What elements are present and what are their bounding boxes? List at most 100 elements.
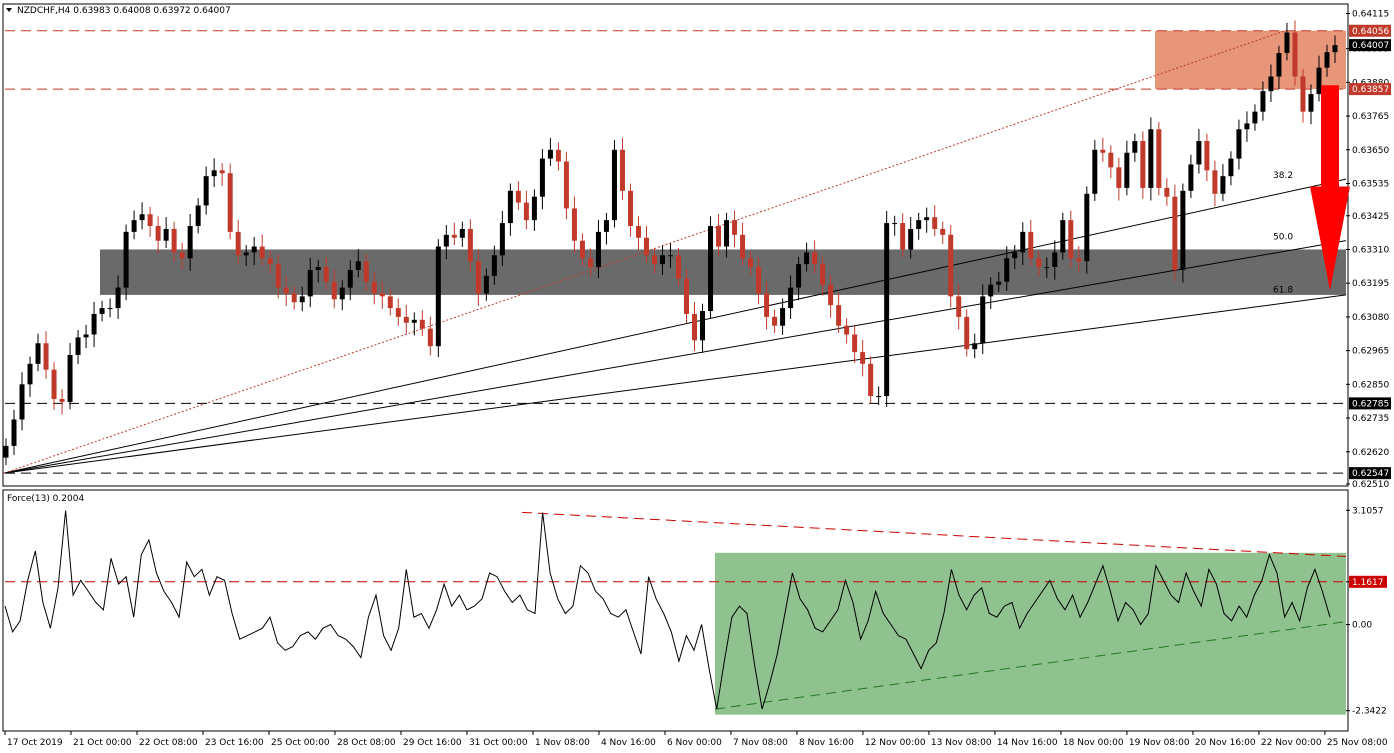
candle-body (788, 287, 794, 309)
time-tick-label: 14 Nov 16:00 (997, 738, 1058, 748)
candle-body (764, 293, 770, 317)
candle-body (163, 228, 169, 241)
candle-body (635, 226, 641, 238)
candle-body (1284, 32, 1290, 54)
candle-body (131, 220, 137, 232)
force-zone (715, 552, 1346, 715)
candle-body (91, 313, 97, 335)
time-tick-label: 7 Nov 08:00 (733, 738, 788, 748)
candle-body (1332, 45, 1338, 53)
main-panel-frame (2, 3, 1349, 487)
price-tick-label: 0.64115 (1352, 9, 1389, 19)
time-tick-label: 4 Nov 16:00 (601, 738, 656, 748)
candle-body (700, 311, 706, 341)
candle-body (459, 228, 465, 238)
candle-body (972, 343, 978, 350)
level-tag-label: 0.64056 (1352, 27, 1389, 37)
candle-body (187, 226, 193, 259)
candle-body (67, 355, 73, 402)
current-price-tag-box (1349, 39, 1391, 52)
candle-body (355, 261, 361, 270)
time-tick-label: 22 Nov 00:00 (1261, 738, 1322, 748)
candle-body (1100, 149, 1106, 153)
candle-body (179, 252, 185, 259)
candle-body (203, 176, 209, 206)
candle-body (395, 308, 401, 317)
time-tick-label: 25 Oct 00:00 (271, 738, 330, 748)
candle-body (483, 275, 489, 294)
candle-body (860, 352, 866, 364)
candle-body (619, 149, 625, 191)
candle-body (235, 231, 241, 256)
candle-body (147, 214, 153, 227)
candle-body (1196, 140, 1202, 165)
candle-body (251, 246, 257, 253)
level-tag-box (1349, 467, 1391, 480)
candle-body (35, 343, 41, 364)
candle-body (1028, 231, 1034, 259)
candle-body (932, 217, 938, 229)
candle-body (692, 313, 698, 341)
current-price-tag-label: 0.64007 (1352, 41, 1389, 51)
candle-body (571, 208, 577, 241)
price-tick-label: 0.62850 (1352, 380, 1389, 390)
candle-body (1236, 129, 1242, 159)
time-tick-label: 23 Oct 16:00 (205, 738, 264, 748)
candle-body (283, 287, 289, 294)
candle-body (563, 161, 569, 209)
time-tick-label: 17 Oct 2019 (7, 738, 63, 748)
candle-body (515, 190, 521, 203)
fib-fan-line (3, 240, 1347, 474)
candle-body (595, 231, 601, 268)
candle-body (988, 284, 994, 297)
candle-body (724, 220, 730, 247)
candle-body (139, 214, 145, 221)
candle-body (43, 343, 49, 370)
candle-body (627, 190, 633, 227)
candle-body (291, 293, 297, 303)
candle-body (651, 255, 657, 265)
candle-body (155, 226, 161, 241)
candle-body (948, 234, 954, 297)
candle-body (3, 445, 9, 458)
candle-body (956, 296, 962, 317)
candle-body (219, 170, 225, 174)
fib-fan-line (3, 178, 1347, 474)
candle-body (756, 267, 762, 294)
candle-body (387, 296, 393, 309)
force-tick-label: -2.3422 (1352, 707, 1387, 717)
candle-body (876, 396, 882, 398)
candle-body (1212, 170, 1218, 194)
candle-body (716, 226, 722, 247)
time-tick-label: 21 Oct 00:00 (73, 738, 132, 748)
candle-body (435, 246, 441, 347)
candle-body (1020, 231, 1026, 253)
candle-body (315, 267, 321, 270)
force-tick-label: 0.00 (1352, 621, 1372, 631)
level-tag-label: 0.62785 (1352, 399, 1389, 409)
candle-body (852, 334, 858, 353)
candle-body (603, 220, 609, 232)
candle-body (892, 223, 898, 225)
candle-body (1148, 129, 1154, 188)
candle-body (980, 296, 986, 344)
price-tick-label: 0.63425 (1352, 212, 1389, 222)
candle-body (1156, 129, 1162, 188)
arrow-layer (1310, 85, 1350, 291)
candles-layer (3, 20, 1338, 465)
candle-body (1052, 252, 1058, 268)
candle-body (1092, 149, 1098, 194)
candle-body (499, 223, 505, 256)
candle-body (740, 234, 746, 259)
candle-body (1204, 140, 1210, 171)
time-tick-label: 19 Nov 08:00 (1129, 738, 1190, 748)
candle-body (403, 316, 409, 323)
axes-layer: 0.641150.639950.638800.637650.636500.635… (4, 9, 1391, 748)
candle-body (27, 363, 33, 385)
force-title: Force(13) 0.2004 (7, 494, 84, 504)
candle-body (772, 316, 778, 326)
level-tag-label: 0.63857 (1352, 85, 1389, 95)
price-tick-label: 0.62510 (1352, 480, 1389, 490)
candle-body (19, 384, 25, 420)
candle-body (916, 220, 922, 229)
